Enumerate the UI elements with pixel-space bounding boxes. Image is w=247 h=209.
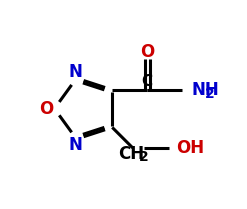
Text: 2: 2	[205, 87, 214, 101]
Text: CH: CH	[119, 145, 145, 163]
Text: O: O	[40, 100, 54, 118]
Text: O: O	[140, 43, 154, 61]
Text: OH: OH	[176, 139, 204, 157]
Text: N: N	[68, 64, 82, 82]
Text: C: C	[142, 74, 153, 89]
Text: N: N	[68, 136, 82, 154]
Text: NH: NH	[191, 81, 219, 99]
Text: 2: 2	[139, 150, 148, 164]
